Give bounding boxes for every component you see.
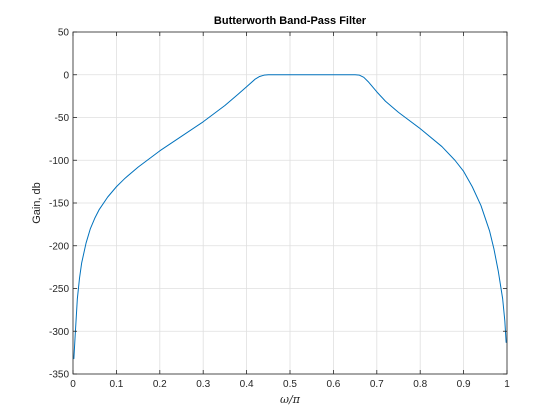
x-tick-label: 0.3	[196, 379, 210, 390]
y-axis-label: Gain, db	[31, 182, 43, 224]
x-tick-label: 0.9	[457, 379, 471, 390]
y-tick-label: -50	[55, 113, 70, 124]
y-tick-label: -350	[49, 370, 69, 381]
x-tick-label: 0.6	[326, 379, 340, 390]
y-tick-label: 50	[58, 28, 70, 39]
y-tick-label: -300	[49, 327, 69, 338]
y-tick-label: -100	[49, 156, 69, 167]
x-tick-label: 0	[70, 379, 76, 390]
series-layer	[73, 74, 507, 360]
x-axis-label: ω/π	[280, 393, 301, 406]
y-tick-labels: 50 0 -50 -100 -150 -200 -250 -300 -350	[49, 28, 69, 381]
chart-title: Butterworth Band-Pass Filter	[214, 15, 367, 27]
y-tick-label: -200	[49, 241, 69, 252]
x-tick-label: 0.5	[283, 379, 297, 390]
x-tick-label: 0.7	[370, 379, 384, 390]
x-tick-label: 0.8	[413, 379, 427, 390]
x-tick-label: 0.1	[109, 379, 123, 390]
y-tick-label: 0	[63, 70, 69, 81]
y-tick-label: -250	[49, 284, 69, 295]
tick-marks	[72, 31, 508, 375]
x-tick-label: 0.4	[240, 379, 254, 390]
y-tick-label: -150	[49, 199, 69, 210]
x-tick-labels: 0 0.1 0.2 0.3 0.4 0.5 0.6 0.7 0.8 0.9 1	[70, 379, 510, 390]
x-tick-label: 0.2	[153, 379, 167, 390]
x-tick-label: 1	[504, 379, 510, 390]
series-line-0	[73, 74, 507, 360]
